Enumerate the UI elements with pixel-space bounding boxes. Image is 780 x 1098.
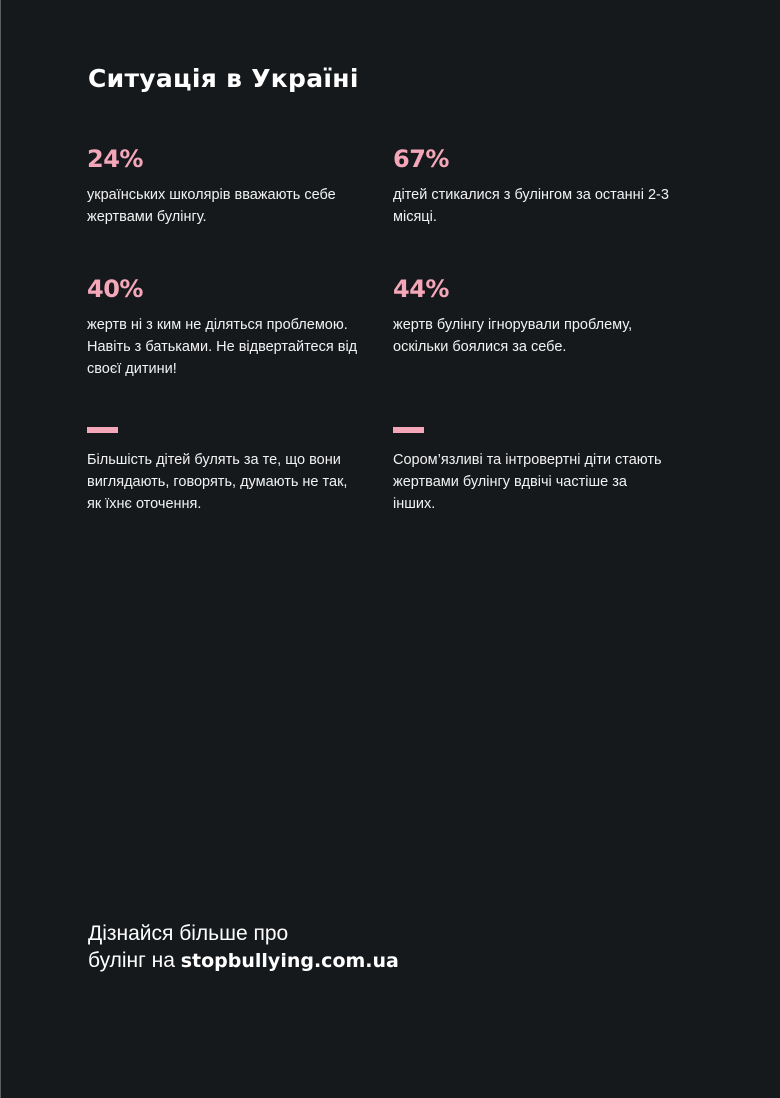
text-line: інших. (393, 496, 436, 512)
text-line: Навіть з батьками. Не відвертайтеся від (87, 339, 358, 355)
stat-card: 40% жертв ні з ким не діляться проблемою… (87, 274, 377, 380)
text-line: жертвами булінгу вдвічі частіше за (393, 474, 627, 490)
text-line: своєї дитини! (87, 361, 177, 377)
stat-value: 24% (87, 145, 143, 173)
page-edge (0, 0, 1, 1098)
fact-card: Більшість дітей булять за те, що вони ви… (87, 419, 377, 515)
text-line: дітей стикалися з булінгом за останні 2-… (393, 187, 669, 203)
stat-card: 24% українських школярів вважають себе ж… (87, 144, 377, 228)
footer-text: булінг на (88, 949, 181, 972)
fact-description: Сором’язливі та інтровертні діти стають … (393, 449, 683, 515)
stat-card: 67% дітей стикалися з булінгом за останн… (393, 144, 683, 228)
stat-description: жертв ні з ким не діляться проблемою. На… (87, 314, 377, 380)
footer-line: Дізнайся більше про (88, 922, 289, 945)
text-line: жертв ні з ким не діляться проблемою. (87, 317, 348, 333)
text-line: оскільки боялися за себе. (393, 339, 567, 355)
stat-card: 44% жертв булінгу ігнорували проблему, о… (393, 274, 683, 358)
text-line: Сором’язливі та інтровертні діти стають (393, 452, 662, 468)
footer-cta: Дізнайся більше про булінг на stopbullyi… (88, 920, 399, 975)
fact-card: Сором’язливі та інтровертні діти стають … (393, 419, 683, 515)
text-line: місяці. (393, 209, 437, 225)
stat-description: дітей стикалися з булінгом за останні 2-… (393, 184, 683, 228)
stat-description: українських школярів вважають себе жертв… (87, 184, 377, 228)
page-title: Ситуація в Україні (88, 64, 359, 93)
text-line: як їхнє оточення. (87, 496, 202, 512)
fact-description: Більшість дітей булять за те, що вони ви… (87, 449, 377, 515)
accent-dash (87, 427, 118, 433)
stat-value: 40% (87, 275, 143, 303)
text-line: жертвами булінгу. (87, 209, 207, 225)
text-line: українських школярів вважають себе (87, 187, 336, 203)
text-line: виглядають, говорять, думають не так, (87, 474, 348, 490)
stat-value: 44% (393, 275, 449, 303)
accent-dash (393, 427, 424, 433)
website-link[interactable]: stopbullying.com.ua (180, 950, 399, 972)
text-line: Більшість дітей булять за те, що вони (87, 452, 341, 468)
stat-value: 67% (393, 145, 449, 173)
stat-description: жертв булінгу ігнорували проблему, оскіл… (393, 314, 683, 358)
footer-line: булінг на stopbullying.com.ua (88, 947, 399, 975)
text-line: жертв булінгу ігнорували проблему, (393, 317, 633, 333)
